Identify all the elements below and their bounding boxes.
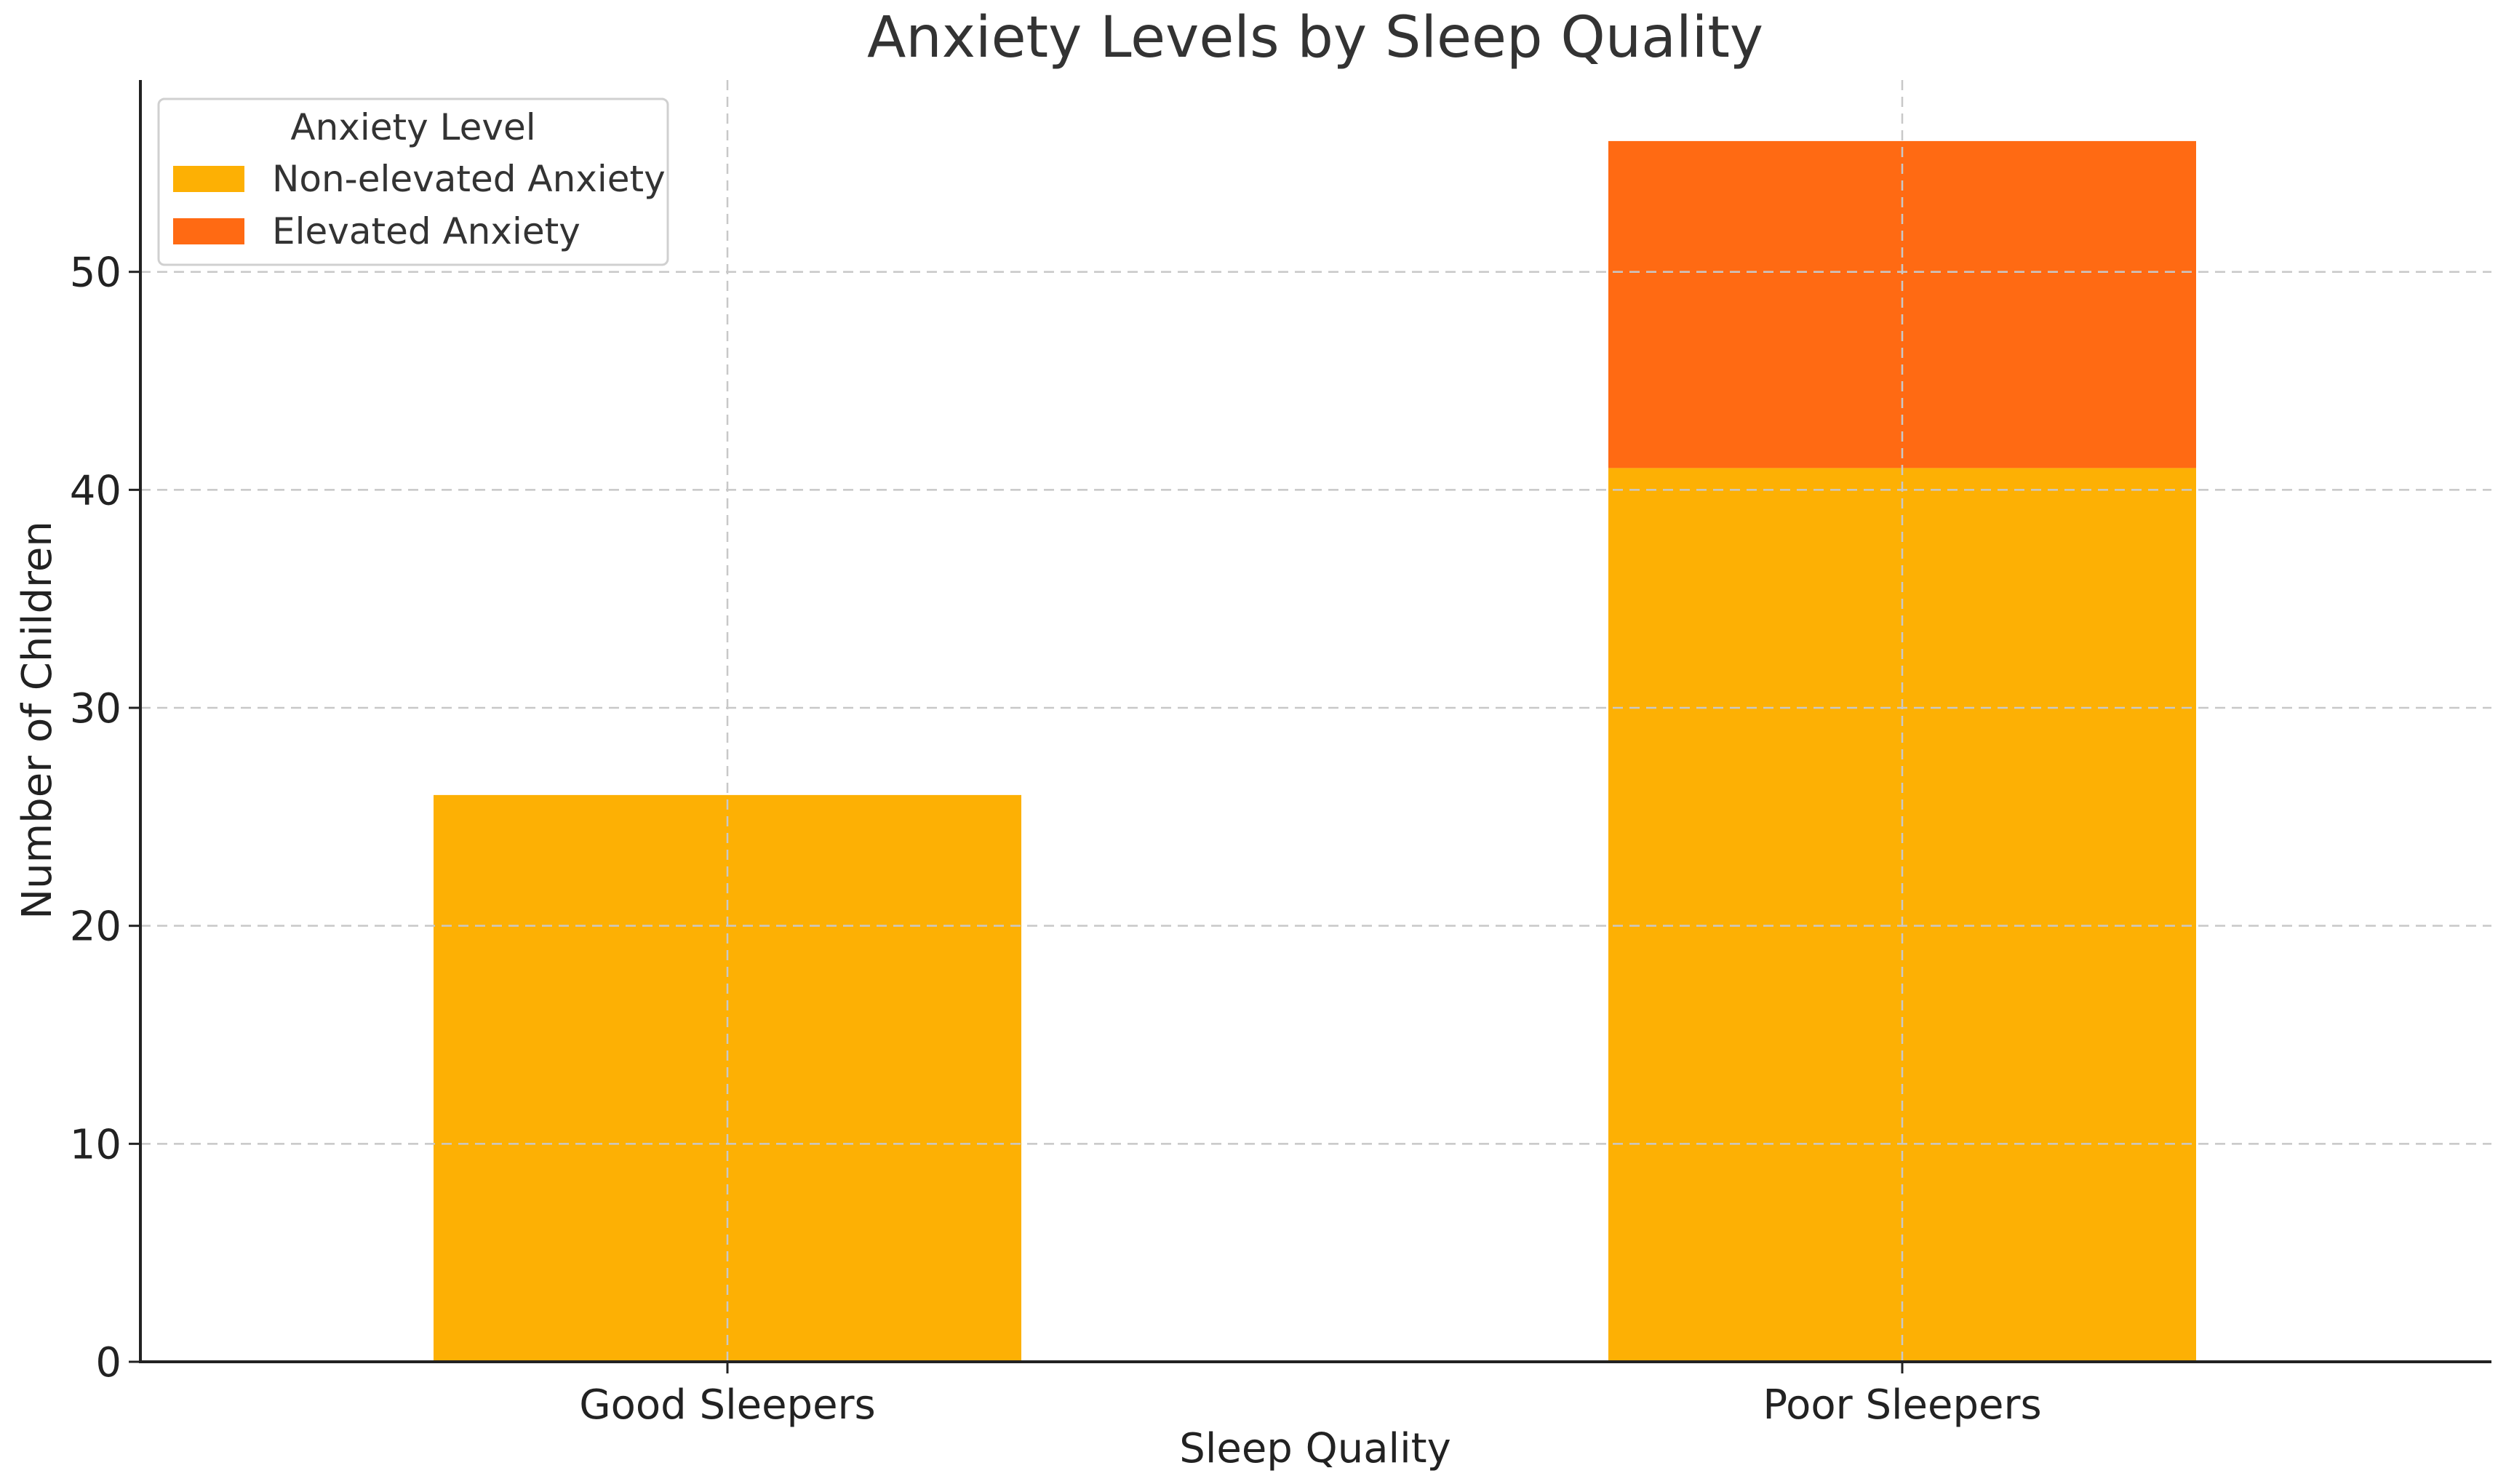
legend: Anxiety Level Non-elevated Anxiety Elevat… <box>157 97 669 266</box>
grid-layer <box>140 80 2491 1362</box>
legend-label-non-elevated-anxiety: Non-elevated Anxiety <box>272 158 666 200</box>
legend-label-elevated-anxiety: Elevated Anxiety <box>272 210 580 252</box>
y-tick-label-50: 50 <box>70 250 121 297</box>
y-tick-label-0: 0 <box>95 1339 121 1387</box>
legend-title: Anxiety Level <box>290 106 535 148</box>
bars-layer <box>434 140 2196 1362</box>
chart-title: Anxiety Levels by Sleep Quality <box>867 5 1763 71</box>
y-tick-label-10: 10 <box>70 1121 121 1168</box>
x-tick-label-good-sleepers: Good Sleepers <box>579 1381 875 1429</box>
legend-box <box>157 97 669 266</box>
x-tick-label-poor-sleepers: Poor Sleepers <box>1763 1381 2041 1429</box>
y-tick-label-30: 30 <box>70 685 121 733</box>
legend-items: Non-elevated Anxiety Elevated Anxiety <box>173 158 666 252</box>
ticks-layer: 0 10 20 30 40 50 Good Sleepers Poor Sleepers <box>70 250 2042 1429</box>
x-axis-label: Sleep Quality <box>1179 1425 1450 1472</box>
y-tick-label-40: 40 <box>70 467 121 514</box>
legend-swatch-non-elevated-anxiety <box>173 166 244 192</box>
legend-swatch-elevated-anxiety <box>173 218 244 244</box>
y-tick-label-20: 20 <box>70 903 121 951</box>
axes-layer <box>139 80 2491 1363</box>
y-axis-label: Number of Children <box>14 521 61 919</box>
